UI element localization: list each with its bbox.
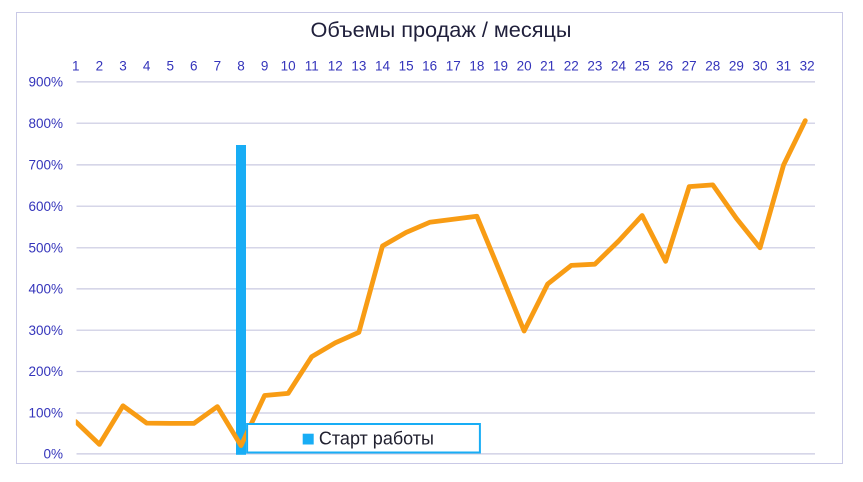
svg-text:1: 1 xyxy=(72,59,80,74)
svg-text:19: 19 xyxy=(493,59,508,74)
svg-text:3: 3 xyxy=(119,59,127,74)
svg-text:800%: 800% xyxy=(28,116,63,131)
svg-text:32: 32 xyxy=(800,59,815,74)
svg-text:22: 22 xyxy=(564,59,579,74)
svg-text:31: 31 xyxy=(776,59,791,74)
svg-text:300%: 300% xyxy=(28,323,63,338)
svg-text:29: 29 xyxy=(729,59,744,74)
svg-text:26: 26 xyxy=(658,59,673,74)
svg-text:25: 25 xyxy=(635,59,650,74)
svg-text:500%: 500% xyxy=(28,240,63,255)
svg-text:8: 8 xyxy=(237,59,245,74)
svg-text:600%: 600% xyxy=(28,199,63,214)
svg-text:4: 4 xyxy=(143,59,151,74)
svg-text:10: 10 xyxy=(281,59,296,74)
svg-text:2: 2 xyxy=(96,59,104,74)
svg-text:100%: 100% xyxy=(28,406,63,421)
svg-text:15: 15 xyxy=(399,59,414,74)
svg-text:28: 28 xyxy=(705,59,720,74)
svg-text:27: 27 xyxy=(682,59,697,74)
svg-text:21: 21 xyxy=(540,59,555,74)
svg-text:13: 13 xyxy=(351,59,366,74)
svg-text:14: 14 xyxy=(375,59,391,74)
svg-text:17: 17 xyxy=(446,59,461,74)
svg-text:Старт работы: Старт работы xyxy=(319,429,434,449)
svg-text:900%: 900% xyxy=(28,75,63,90)
svg-text:Объемы продаж / месяцы: Объемы продаж / месяцы xyxy=(311,17,572,42)
svg-text:16: 16 xyxy=(422,59,437,74)
svg-text:700%: 700% xyxy=(28,158,63,173)
svg-text:23: 23 xyxy=(587,59,602,74)
svg-text:12: 12 xyxy=(328,59,343,74)
svg-text:5: 5 xyxy=(166,59,174,74)
svg-text:30: 30 xyxy=(752,59,767,74)
svg-text:200%: 200% xyxy=(28,364,63,379)
svg-text:7: 7 xyxy=(214,59,222,74)
svg-text:24: 24 xyxy=(611,59,627,74)
svg-text:18: 18 xyxy=(469,59,484,74)
svg-text:6: 6 xyxy=(190,59,198,74)
svg-text:11: 11 xyxy=(305,59,319,74)
svg-text:400%: 400% xyxy=(28,282,63,297)
svg-text:20: 20 xyxy=(517,59,532,74)
svg-text:9: 9 xyxy=(261,59,269,74)
svg-text:0%: 0% xyxy=(43,447,63,462)
